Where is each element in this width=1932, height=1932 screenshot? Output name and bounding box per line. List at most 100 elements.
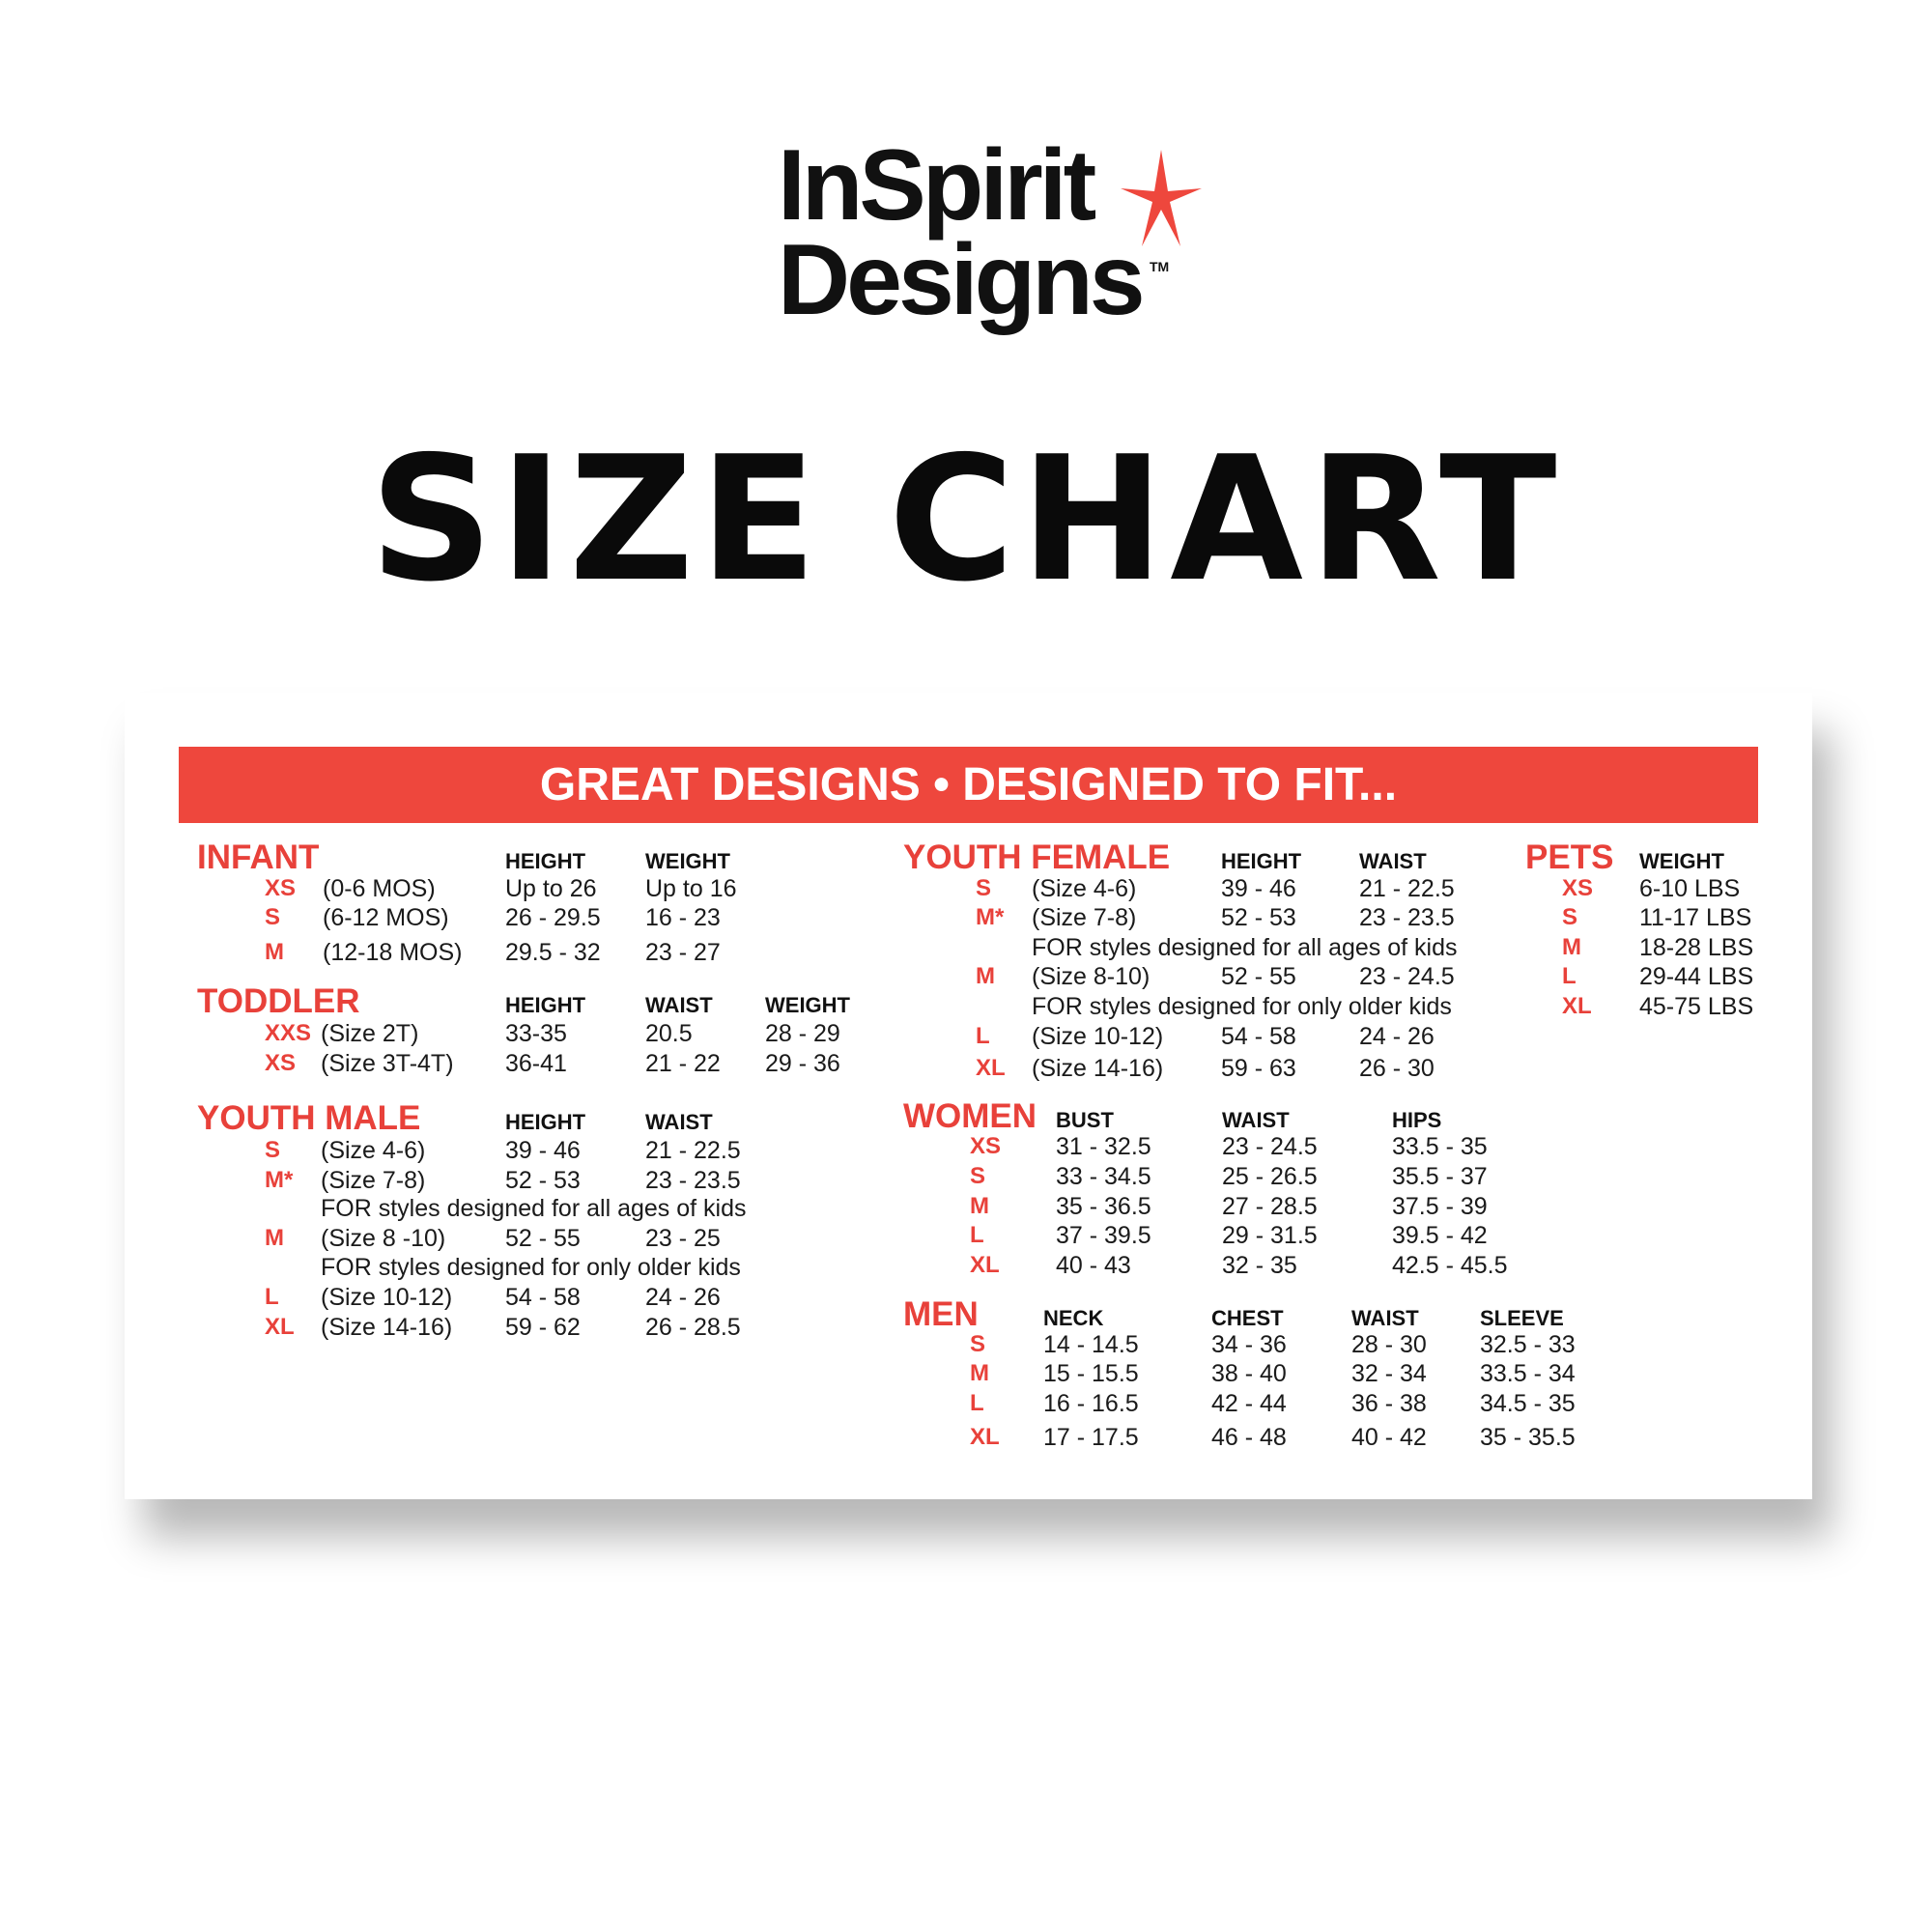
measurement-cell: 59 - 62 (505, 1314, 581, 1341)
measurement-cell: 24 - 26 (1359, 1023, 1435, 1050)
column-header: HEIGHT (505, 1110, 586, 1134)
size-label: XL (976, 1055, 1006, 1081)
column-header: SLEEVE (1480, 1306, 1564, 1330)
measurement-cell: 16 - 16.5 (1043, 1390, 1139, 1417)
measurement-cell: 37.5 - 39 (1392, 1193, 1488, 1220)
measurement-cell: 34 - 36 (1211, 1331, 1287, 1358)
size-label: M (265, 939, 284, 965)
column-header: CHEST (1211, 1306, 1284, 1330)
size-description: (Size 10-12) (321, 1284, 453, 1311)
measurement-cell: 28 - 30 (1351, 1331, 1427, 1358)
measurement-cell: 21 - 22.5 (645, 1137, 741, 1164)
size-label: S (265, 1137, 281, 1163)
measurement-cell: 29.5 - 32 (505, 939, 601, 966)
column-header: WEIGHT (645, 849, 730, 873)
measurement-cell: 42 - 44 (1211, 1390, 1287, 1417)
section-title-men: MEN (903, 1295, 979, 1333)
measurement-cell: Up to 26 (505, 875, 597, 902)
measurement-cell: 18-28 LBS (1639, 934, 1754, 961)
size-description: (Size 10-12) (1032, 1023, 1164, 1050)
measurement-cell: 23 - 24.5 (1222, 1133, 1318, 1160)
fit-note: FOR styles designed for all ages of kids (1032, 934, 1458, 961)
size-description: (12-18 MOS) (323, 939, 463, 966)
measurement-cell: 23 - 23.5 (645, 1167, 741, 1194)
measurement-cell: 16 - 23 (645, 904, 721, 931)
measurement-cell: 21 - 22 (645, 1050, 721, 1077)
section-title-toddler: TODDLER (197, 982, 360, 1020)
size-label: XL (265, 1314, 295, 1340)
measurement-cell: 54 - 58 (505, 1284, 581, 1311)
measurement-cell: 59 - 63 (1221, 1055, 1296, 1082)
column-header: HEIGHT (505, 849, 586, 873)
page-title: SIZE CHART (369, 419, 1563, 619)
column-header: WEIGHT (1639, 849, 1724, 873)
column-header: WAIST (645, 1110, 713, 1134)
measurement-cell: 52 - 55 (1221, 963, 1296, 990)
measurement-cell: 33-35 (505, 1020, 567, 1047)
size-label: M* (265, 1167, 294, 1193)
measurement-cell: 37 - 39.5 (1056, 1222, 1151, 1249)
measurement-cell: 24 - 26 (645, 1284, 721, 1311)
measurement-cell: 39.5 - 42 (1392, 1222, 1488, 1249)
column-header: WEIGHT (765, 993, 850, 1017)
measurement-cell: 15 - 15.5 (1043, 1360, 1139, 1387)
measurement-cell: 40 - 43 (1056, 1252, 1131, 1279)
measurement-cell: 36 - 38 (1351, 1390, 1427, 1417)
star-icon (1121, 150, 1202, 246)
size-label: XL (1562, 993, 1592, 1019)
measurement-cell: 29 - 36 (765, 1050, 840, 1077)
size-description: (0-6 MOS) (323, 875, 436, 902)
size-description: (Size 3T-4T) (321, 1050, 454, 1077)
size-label: S (1562, 904, 1578, 930)
measurement-cell: 38 - 40 (1211, 1360, 1287, 1387)
size-description: (Size 7-8) (321, 1167, 426, 1194)
size-label: L (265, 1284, 279, 1310)
size-label: M (265, 1225, 284, 1251)
measurement-cell: 17 - 17.5 (1043, 1424, 1139, 1451)
fit-note: FOR styles designed for only older kids (1032, 993, 1452, 1020)
size-description: (Size 4-6) (1032, 875, 1137, 902)
measurement-cell: 21 - 22.5 (1359, 875, 1455, 902)
section-title-youth_female: YOUTH FEMALE (903, 838, 1171, 876)
size-label: XL (970, 1252, 1000, 1278)
size-label: M (970, 1360, 989, 1386)
size-description: (Size 7-8) (1032, 904, 1137, 931)
size-label: M (970, 1193, 989, 1219)
size-label: S (976, 875, 992, 901)
size-description: (Size 14-16) (1032, 1055, 1164, 1082)
size-chart-card (125, 693, 1812, 1499)
logo-line2: Designs (778, 224, 1146, 336)
section-title-infant: INFANT (197, 838, 320, 876)
column-header: HEIGHT (505, 993, 586, 1017)
measurement-cell: 29-44 LBS (1639, 963, 1754, 990)
size-label: L (970, 1390, 984, 1416)
measurement-cell: 52 - 53 (1221, 904, 1296, 931)
measurement-cell: 11-17 LBS (1639, 904, 1752, 931)
measurement-cell: 36-41 (505, 1050, 567, 1077)
size-label: XXS (265, 1020, 312, 1046)
measurement-cell: 20.5 (645, 1020, 693, 1047)
column-header: WAIST (1359, 849, 1427, 873)
measurement-cell: 26 - 29.5 (505, 904, 601, 931)
measurement-cell: 35 - 35.5 (1480, 1424, 1576, 1451)
measurement-cell: 33.5 - 34 (1480, 1360, 1576, 1387)
brand-logo: InSpirit Designs TM (778, 135, 1203, 348)
measurement-cell: 35 - 36.5 (1056, 1193, 1151, 1220)
measurement-cell: 40 - 42 (1351, 1424, 1427, 1451)
measurement-cell: 23 - 27 (645, 939, 721, 966)
measurement-cell: 33 - 34.5 (1056, 1163, 1151, 1190)
size-label: S (970, 1331, 986, 1357)
measurement-cell: 52 - 53 (505, 1167, 581, 1194)
size-label: M (976, 963, 995, 989)
measurement-cell: 23 - 25 (645, 1225, 721, 1252)
column-header: HIPS (1392, 1108, 1442, 1132)
measurement-cell: 34.5 - 35 (1480, 1390, 1576, 1417)
measurement-cell: 26 - 30 (1359, 1055, 1435, 1082)
column-header: NECK (1043, 1306, 1104, 1330)
measurement-cell: 14 - 14.5 (1043, 1331, 1139, 1358)
fit-note: FOR styles designed for all ages of kids (321, 1195, 747, 1222)
size-label: XS (265, 1050, 297, 1076)
measurement-cell: 29 - 31.5 (1222, 1222, 1318, 1249)
column-header: BUST (1056, 1108, 1114, 1132)
